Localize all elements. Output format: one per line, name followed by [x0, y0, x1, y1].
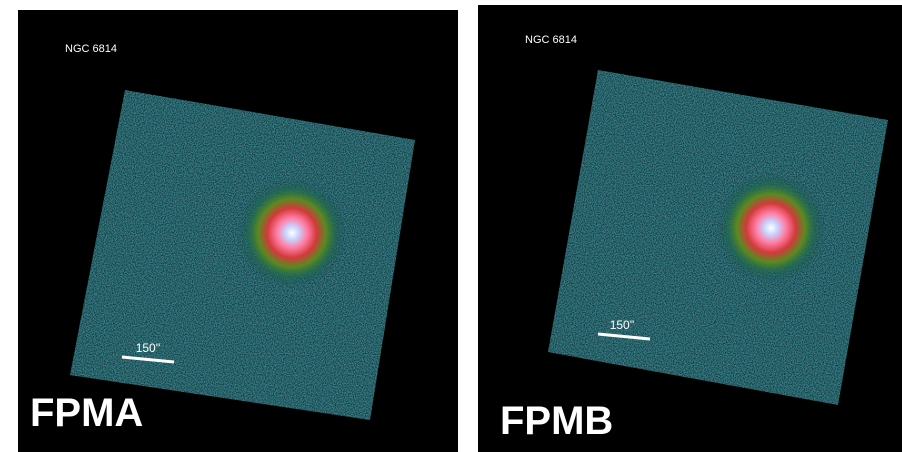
figure: NGC 6814 150'' FPMA NGC 6814 150'' FPMB	[0, 0, 902, 452]
detector-label: FPMB	[500, 399, 613, 443]
source	[716, 173, 826, 283]
source	[237, 178, 347, 288]
object-label: NGC 6814	[65, 43, 117, 55]
scale-label: 150''	[610, 318, 635, 332]
object-label: NGC 6814	[525, 34, 577, 46]
detector-label: FPMA	[30, 391, 143, 435]
scale-label: 150''	[136, 341, 161, 355]
